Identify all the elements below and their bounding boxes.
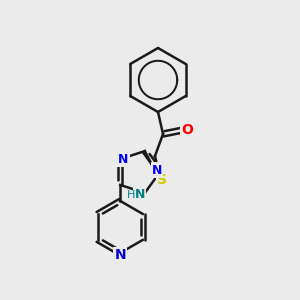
Text: N: N — [118, 153, 128, 166]
Text: N: N — [152, 164, 162, 176]
Text: N: N — [114, 248, 126, 262]
Text: N: N — [135, 188, 145, 201]
Text: S: S — [157, 173, 167, 187]
Text: O: O — [181, 123, 193, 137]
Text: H: H — [127, 190, 135, 200]
